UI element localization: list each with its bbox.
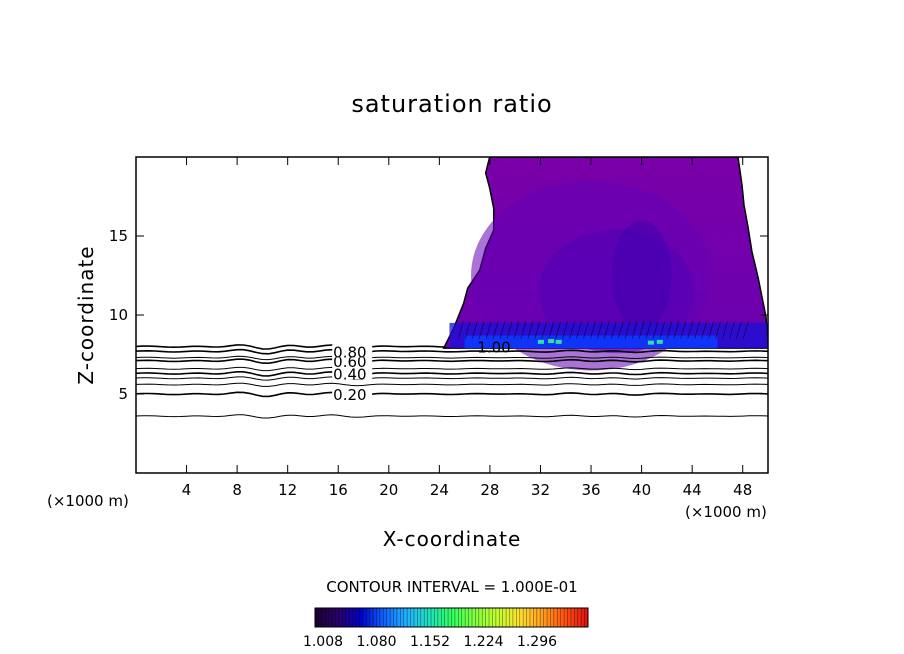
hotspot: [548, 339, 555, 344]
turbulent-contour: [457, 321, 464, 339]
turbulent-contour: [659, 321, 666, 339]
turbulent-contour: [701, 321, 708, 339]
contour-line-labeled: [136, 371, 768, 377]
hotspot: [647, 340, 654, 345]
colorbar-tick-label: 1.152: [410, 634, 450, 650]
y-axis-title: Z-coordinate: [74, 245, 98, 384]
x-axis-ticks: 4 8 12 16 20 24 28 32 36 40 44 48: [182, 157, 752, 499]
x-tick-label: 36: [581, 481, 600, 499]
x-tick-label: 44: [683, 481, 702, 499]
contour-line: [136, 376, 768, 381]
turbulent-contour: [603, 321, 610, 339]
plume-core-shade: [538, 229, 695, 354]
contour-label: 0.40: [333, 365, 366, 383]
x-tick-label: 16: [329, 481, 348, 499]
contour-label: 0.20: [333, 386, 366, 404]
turbulent-contour: [506, 321, 513, 339]
contour-line: [136, 366, 768, 372]
x-axis-title: X-coordinate: [383, 527, 522, 551]
turbulent-contour: [548, 321, 555, 339]
colorbar-tick-label: 1.224: [463, 634, 503, 650]
x-tick-label: 32: [531, 481, 550, 499]
turbulent-contour: [478, 321, 485, 339]
turbulent-contour: [562, 321, 568, 339]
turbulent-contour: [590, 321, 596, 339]
turbulent-contour: [715, 321, 721, 339]
turbulent-contour: [569, 321, 575, 339]
x-tick-label: 12: [278, 481, 297, 499]
turbulent-contour: [631, 321, 638, 339]
turbulent-contour: [673, 321, 680, 339]
x-tick-label: 28: [480, 481, 499, 499]
y-tick-label: 10: [109, 306, 128, 324]
chart-title: saturation ratio: [351, 90, 552, 118]
turbulent-contour: [499, 321, 506, 339]
turbulent-contour: [464, 321, 471, 339]
colorbar-tick-labels: 1.008 1.080 1.152 1.224 1.296: [303, 634, 557, 650]
colorbar: 1.008 1.080 1.152 1.224 1.296: [303, 607, 589, 650]
contour-line-labeled: [136, 344, 446, 350]
turbulent-contour: [485, 321, 492, 339]
turbulent-contour: [680, 321, 687, 339]
turbulent-contour: [652, 321, 659, 339]
turbulent-contour: [729, 321, 735, 339]
x-tick-label: 8: [232, 481, 242, 499]
turbulent-contour: [596, 321, 603, 339]
turbulent-contour: [742, 321, 749, 339]
turbulent-contour: [694, 321, 701, 339]
turbulent-contour: [583, 321, 589, 339]
contour-label: 1.00: [477, 339, 510, 357]
turbulent-contour: [638, 321, 645, 339]
turbulent-contour: [534, 321, 541, 339]
x-tick-label: 4: [182, 481, 192, 499]
contour-label-bg: [332, 366, 373, 380]
contour-line-labeled: [136, 358, 768, 365]
hotspot: [537, 339, 544, 344]
turbulent-contour: [541, 321, 548, 339]
turbulent-contour: [513, 321, 520, 339]
turbulent-contour: [576, 321, 582, 339]
turbulent-contour: [687, 321, 694, 339]
turbulent-contour: [492, 321, 499, 339]
turbulent-contour: [527, 321, 534, 339]
x-tick-label: 40: [632, 481, 651, 499]
colorbar-hatching: [314, 608, 589, 627]
contour-label: 0.80: [333, 343, 366, 361]
turbulent-contour: [708, 321, 714, 339]
hotspot: [656, 339, 663, 344]
contour-line-labeled: [136, 348, 768, 355]
turbulent-contour: [736, 321, 742, 339]
x-unit-label-left: (×1000 m): [47, 492, 129, 510]
contour-line: [136, 414, 768, 419]
turbulent-contour: [617, 321, 624, 339]
turbulent-contour: [610, 321, 617, 339]
turbulent-contour: [645, 321, 652, 339]
turbulent-contour: [722, 321, 728, 339]
colorbar-tick-label: 1.296: [517, 634, 557, 650]
contour-line: [136, 382, 768, 387]
contour-line: [136, 355, 768, 361]
turbulent-contour: [555, 321, 562, 339]
contour-label-bg: [332, 344, 373, 358]
y-tick-label: 5: [118, 385, 128, 403]
y-axis-ticks: 5 10 15: [109, 227, 768, 403]
x-unit-label-right: (×1000 m): [685, 503, 767, 521]
contour-line-labeled: [136, 391, 768, 398]
contour-interval-label: CONTOUR INTERVAL = 1.000E-01: [326, 578, 577, 596]
plot-area: 0.200.400.600.80 1.00 4 8 12 16 20 24 28 32 36 40 4…: [109, 156, 769, 499]
contour-label-bg: [332, 387, 373, 400]
colorbar-tick-label: 1.008: [303, 634, 343, 650]
turbulent-contour: [666, 321, 673, 339]
x-tick-label: 24: [430, 481, 449, 499]
y-tick-label: 15: [109, 227, 128, 245]
x-tick-label: 20: [379, 481, 398, 499]
colorbar-tick-label: 1.080: [356, 634, 396, 650]
hotspot: [555, 339, 562, 344]
x-tick-label: 48: [733, 481, 752, 499]
turbulent-contour: [520, 321, 527, 339]
turbulent-contour: [471, 321, 478, 339]
turbulent-contour: [624, 321, 631, 339]
plume-core-dark: [611, 220, 672, 331]
